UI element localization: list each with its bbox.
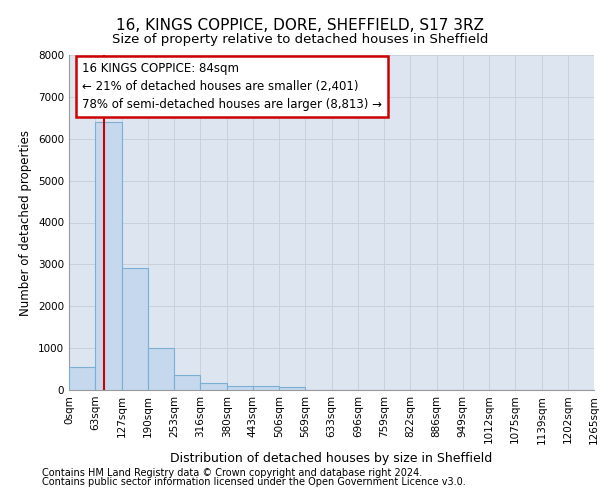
Text: 16, KINGS COPPICE, DORE, SHEFFIELD, S17 3RZ: 16, KINGS COPPICE, DORE, SHEFFIELD, S17 … (116, 18, 484, 32)
Bar (200, 382, 227, 390)
X-axis label: Distribution of detached houses by size in Sheffield: Distribution of detached houses by size … (170, 452, 493, 465)
Bar (148, 348, 174, 390)
Bar (253, 386, 279, 390)
Text: Contains public sector information licensed under the Open Government Licence v3: Contains public sector information licen… (42, 477, 466, 487)
Bar (227, 386, 253, 390)
Bar (174, 375, 200, 390)
Bar (279, 387, 305, 390)
Text: 16 KINGS COPPICE: 84sqm
← 21% of detached houses are smaller (2,401)
78% of semi: 16 KINGS COPPICE: 84sqm ← 21% of detache… (82, 62, 382, 110)
Bar (69, 366, 95, 390)
Text: Size of property relative to detached houses in Sheffield: Size of property relative to detached ho… (112, 32, 488, 46)
Y-axis label: Number of detached properties: Number of detached properties (19, 130, 32, 316)
Bar (95, 122, 122, 390)
Bar (122, 268, 148, 390)
Text: Contains HM Land Registry data © Crown copyright and database right 2024.: Contains HM Land Registry data © Crown c… (42, 468, 422, 478)
